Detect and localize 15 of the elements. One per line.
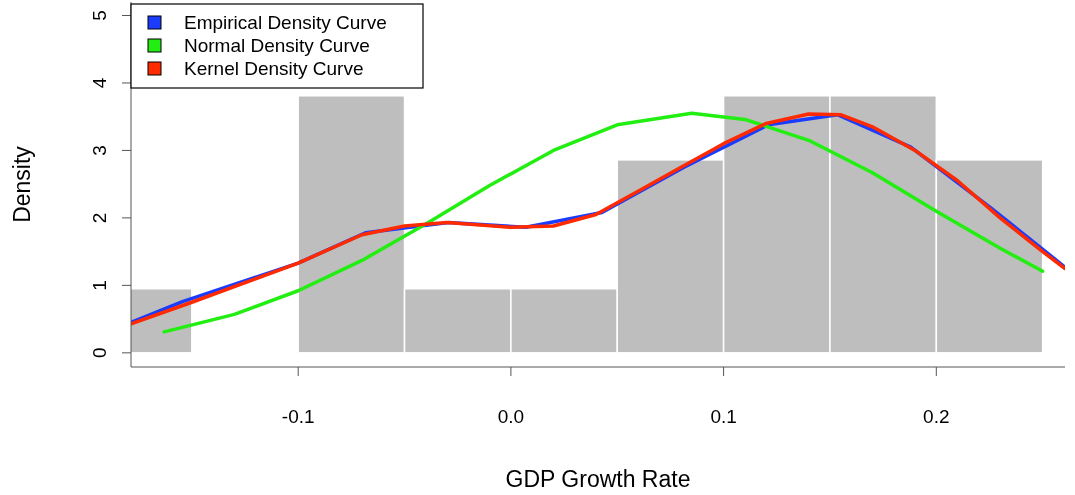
- x-axis-title: GDP Growth Rate: [505, 466, 691, 492]
- legend-label: Empirical Density Curve: [184, 12, 387, 33]
- y-tick-label: 5: [89, 10, 110, 21]
- y-axis-title: Density: [9, 145, 35, 223]
- y-tick-label: 0: [89, 347, 110, 359]
- x-tick-label: 0.0: [497, 406, 525, 427]
- x-tick-label: 0.1: [710, 406, 737, 427]
- y-tick-label: 3: [89, 145, 110, 156]
- legend-label: Normal Density Curve: [184, 35, 370, 56]
- y-tick-label: 1: [89, 280, 110, 291]
- legend-label: Kernel Density Curve: [184, 58, 364, 79]
- x-tick-label: -0.1: [281, 406, 315, 427]
- x-tick-label: 0.2: [923, 406, 950, 427]
- y-tick-label: 4: [89, 77, 110, 89]
- y-tick-label: 2: [89, 212, 110, 224]
